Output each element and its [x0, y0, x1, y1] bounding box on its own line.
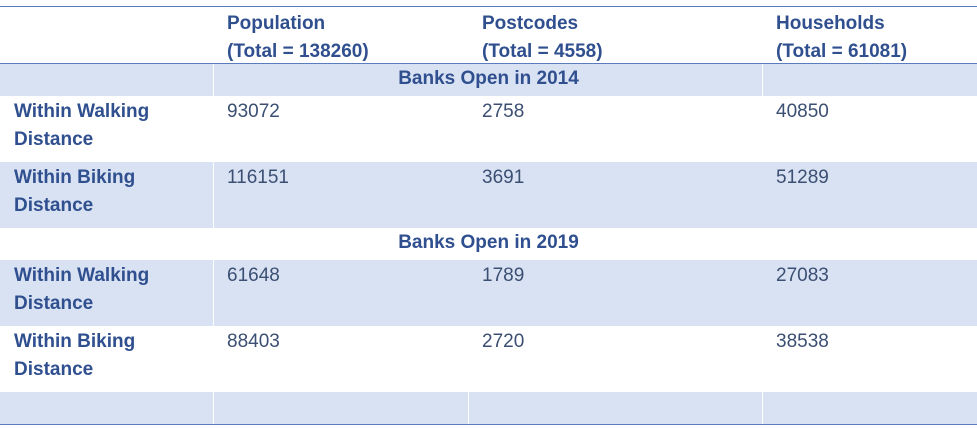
row-label-line2: Distance: [14, 129, 94, 150]
postcodes-value: 1789: [482, 265, 525, 286]
header-postcodes: Postcodes (Total = 4558): [468, 8, 762, 64]
section-header-2019: Banks Open in 2019: [0, 228, 977, 260]
section-title-2014: Banks Open in 2014: [398, 68, 579, 89]
table-row: Within Walking Distance 61648 1789 27083: [0, 260, 977, 326]
table-row: Within Walking Distance 93072 2758 40850: [0, 96, 977, 162]
header-row: Population (Total = 138260) Postcodes (T…: [0, 8, 977, 64]
section-title-2019: Banks Open in 2019: [398, 232, 579, 253]
postcodes-value: 3691: [482, 167, 525, 188]
postcodes-value: 2758: [482, 101, 525, 122]
households-value: 40850: [776, 101, 829, 122]
column-separator: [213, 162, 214, 228]
column-separator: [762, 64, 763, 96]
header-population-label: Population: [227, 13, 326, 34]
population-value: 93072: [227, 101, 280, 122]
row-label: Within Biking Distance: [0, 326, 213, 392]
row-label-line1: Within Walking: [14, 101, 150, 122]
row-label-line2: Distance: [14, 293, 94, 314]
households-value: 27083: [776, 265, 829, 286]
row-label-line1: Within Walking: [14, 265, 150, 286]
households-value: 51289: [776, 167, 829, 188]
column-separator: [213, 260, 214, 326]
column-separator: [762, 392, 763, 424]
header-households: Households (Total = 61081): [762, 8, 977, 64]
header-population: Population (Total = 138260): [213, 8, 468, 64]
section-header-2014: Banks Open in 2014: [0, 64, 977, 96]
population-value: 116151: [227, 167, 289, 188]
bottom-border: [0, 424, 977, 425]
postcodes-value: 2720: [482, 331, 525, 352]
column-separator: [213, 64, 214, 96]
header-postcodes-label: Postcodes: [482, 13, 579, 34]
row-label-line1: Within Biking: [14, 331, 136, 352]
row-label: Within Walking Distance: [0, 260, 213, 326]
header-postcodes-total: (Total = 4558): [482, 41, 603, 62]
column-separator: [468, 392, 469, 424]
header-households-total: (Total = 61081): [776, 41, 908, 62]
row-label-line2: Distance: [14, 195, 94, 216]
header-empty-cell: [0, 8, 213, 64]
table-row: Within Biking Distance 88403 2720 38538: [0, 326, 977, 392]
empty-row: [0, 392, 977, 424]
population-value: 61648: [227, 265, 280, 286]
table-row: Within Biking Distance 116151 3691 51289: [0, 162, 977, 228]
row-label: Within Biking Distance: [0, 162, 213, 228]
header-population-total: (Total = 138260): [227, 41, 369, 62]
row-label: Within Walking Distance: [0, 96, 213, 162]
population-value: 88403: [227, 331, 280, 352]
column-separator: [213, 392, 214, 424]
header-border: [0, 63, 977, 64]
households-value: 38538: [776, 331, 829, 352]
header-households-label: Households: [776, 13, 885, 34]
row-label-line2: Distance: [14, 359, 94, 380]
row-label-line1: Within Biking: [14, 167, 136, 188]
top-border: [0, 6, 977, 7]
